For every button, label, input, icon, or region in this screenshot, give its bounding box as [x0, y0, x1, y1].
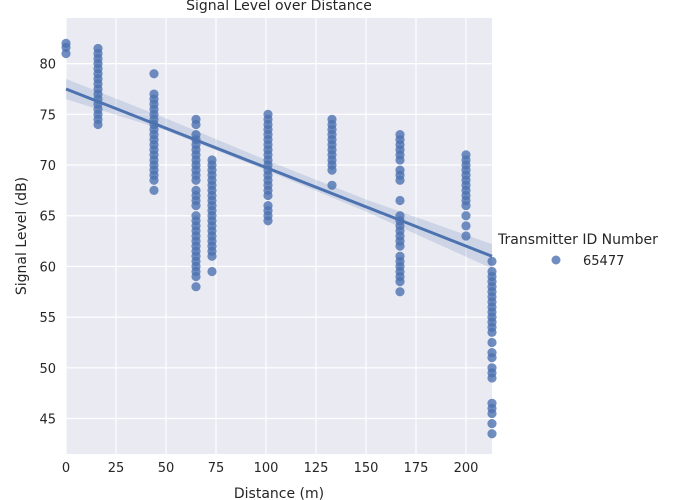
y-tick-label: 70: [39, 159, 56, 174]
data-point: [395, 277, 405, 287]
data-points: [61, 38, 497, 439]
x-tick-label: 125: [304, 461, 329, 476]
data-point: [263, 216, 273, 226]
data-point: [487, 337, 497, 348]
legend-title: Transmitter ID Number: [497, 232, 658, 248]
legend-label: 65477: [583, 254, 624, 269]
data-point: [461, 221, 471, 231]
data-point: [149, 175, 159, 185]
legend: Transmitter ID Number 65477: [497, 232, 658, 269]
x-tick-label: 175: [404, 461, 429, 476]
data-point: [191, 200, 201, 211]
data-point: [191, 119, 201, 130]
data-point: [191, 175, 201, 185]
data-point: [395, 195, 405, 206]
data-point: [461, 231, 471, 241]
data-point: [395, 241, 405, 251]
data-point: [191, 282, 201, 292]
regression-line: [65, 87, 493, 258]
x-tick-label: 25: [108, 461, 125, 476]
data-point: [395, 287, 405, 297]
data-point: [61, 48, 71, 59]
data-point: [395, 155, 405, 165]
data-point: [487, 327, 497, 337]
data-point: [487, 256, 497, 266]
data-point: [487, 429, 497, 439]
y-tick-label: 55: [39, 311, 56, 326]
data-point: [461, 200, 471, 211]
data-point: [327, 165, 337, 175]
data-point: [191, 271, 201, 282]
x-tick-label: 75: [208, 461, 225, 476]
data-point: [487, 373, 497, 383]
y-tick-label: 80: [39, 58, 56, 73]
plot-background: [66, 18, 492, 454]
data-point: [461, 211, 471, 221]
data-point: [149, 185, 159, 195]
data-point: [207, 266, 217, 277]
data-point: [395, 175, 405, 185]
data-point: [487, 353, 497, 363]
data-point: [263, 190, 273, 201]
x-tick-label: 150: [354, 461, 379, 476]
y-tick-label: 60: [39, 260, 56, 275]
data-point: [149, 69, 159, 79]
x-tick-label: 50: [158, 461, 175, 476]
x-tick-label: 100: [254, 461, 279, 476]
chart-title: Signal Level over Distance: [186, 0, 372, 14]
y-tick-label: 50: [39, 362, 56, 377]
y-tick-label: 45: [39, 413, 56, 428]
data-point: [487, 418, 497, 429]
y-tick-labels: 45 50 55 60 65 70 75 80: [39, 58, 56, 428]
x-tick-label: 0: [62, 461, 70, 476]
x-tick-labels: 0 25 50 75 100 125 150 175 200: [62, 461, 479, 476]
data-point: [487, 408, 497, 419]
x-tick-label: 200: [454, 461, 479, 476]
data-point: [327, 180, 337, 190]
grid-lines: [65, 18, 492, 454]
y-tick-label: 75: [39, 108, 56, 123]
y-axis-label: Signal Level (dB): [14, 177, 30, 295]
legend-marker: [551, 255, 561, 265]
x-axis-label: Distance (m): [234, 486, 324, 500]
data-point: [93, 119, 103, 130]
regression-line-group: [65, 87, 493, 258]
y-tick-label: 65: [39, 210, 56, 225]
data-point: [207, 251, 217, 261]
